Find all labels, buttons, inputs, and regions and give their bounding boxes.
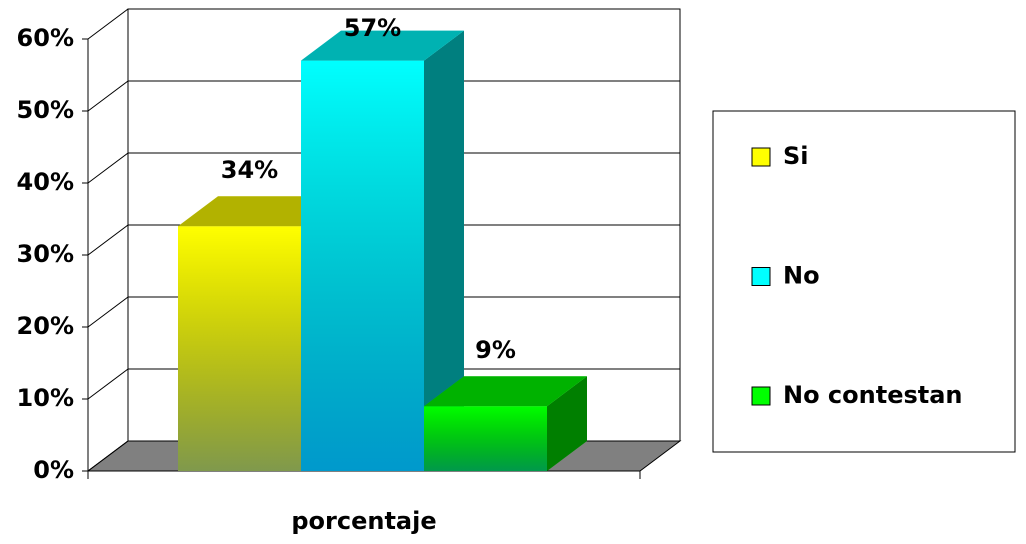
- x-tick-label: porcentaje: [291, 507, 436, 535]
- legend-swatch: [751, 147, 771, 167]
- data-label: 9%: [475, 336, 516, 364]
- data-label: 34%: [221, 156, 278, 184]
- y-tick-label: 10%: [17, 384, 74, 412]
- y-tick-label: 50%: [17, 96, 74, 124]
- bar-top: [424, 376, 587, 407]
- y-tick-label: 30%: [17, 240, 74, 268]
- grid-line: [87, 80, 129, 112]
- grid-line: [87, 296, 129, 328]
- grid-line: [87, 8, 129, 40]
- legend-label: No contestan: [783, 381, 963, 409]
- legend-swatch: [751, 267, 771, 286]
- legend-swatch: [751, 386, 771, 406]
- bar-top-shade: [178, 196, 341, 227]
- bar-shade: [178, 226, 301, 471]
- bar-shade: [301, 60, 424, 471]
- bar-top-shade: [424, 376, 587, 407]
- legend-label: Si: [783, 142, 809, 170]
- bar-top-shade: [301, 30, 464, 61]
- legend-label: No: [783, 262, 820, 290]
- bar-side-shade: [547, 376, 587, 471]
- y-tick-label: 60%: [17, 24, 74, 52]
- data-label: 57%: [344, 14, 401, 42]
- bar-top: [301, 30, 464, 61]
- y-tick-label: 40%: [17, 168, 74, 196]
- grid-line: [87, 440, 129, 472]
- grid-line: [87, 368, 129, 400]
- y-tick-label: 20%: [17, 312, 74, 340]
- grid-line: [87, 224, 129, 256]
- bar-shade: [424, 406, 547, 471]
- bar-side-shade: [424, 30, 464, 471]
- grid-line: [87, 152, 129, 184]
- bar-top: [178, 196, 341, 227]
- y-tick-label: 0%: [33, 456, 74, 484]
